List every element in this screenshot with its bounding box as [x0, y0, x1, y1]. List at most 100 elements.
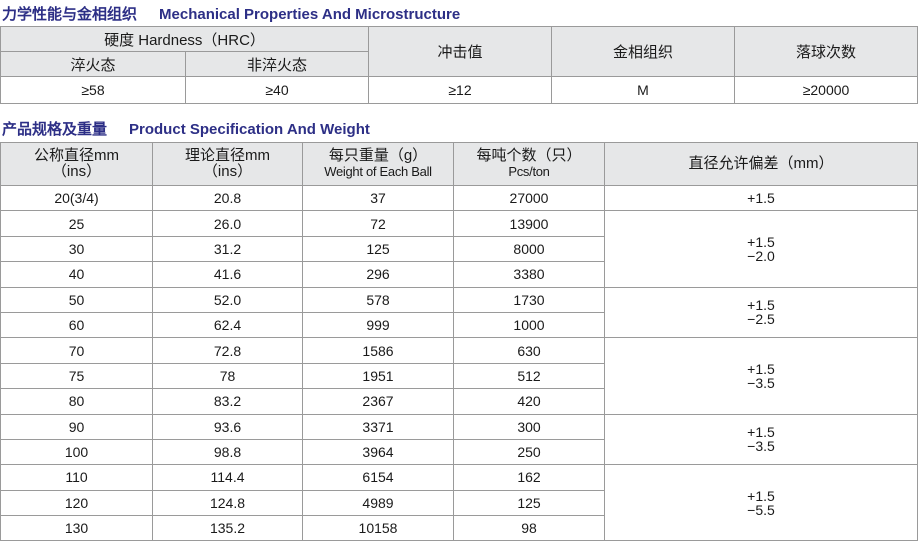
value-unquenched: ≥40	[185, 76, 369, 104]
table-row: 30 31.2 125 8000	[0, 235, 918, 263]
cell-theoretical: 31.2	[152, 235, 303, 263]
header-weight-line2: Weight of Each Ball	[324, 164, 432, 179]
cell-nominal: 20(3/4)	[0, 184, 153, 212]
header-tolerance: 直径允许偏差（mm）	[604, 142, 918, 186]
header-microstructure: 金相组织	[551, 26, 735, 77]
table-row: 70 72.8 1586 630 +1.5 −3.5	[0, 337, 918, 415]
cell-theoretical: 72.8	[152, 337, 303, 364]
cell-theoretical: 62.4	[152, 311, 303, 339]
header-nominal-diameter: 公称直径mm （ins）	[0, 142, 153, 186]
table-row: 60 62.4 999 1000	[0, 311, 918, 339]
cell-theoretical: 41.6	[152, 261, 303, 288]
cell-theoretical: 26.0	[152, 210, 303, 237]
cell-nominal: 130	[0, 515, 153, 542]
cell-weight: 10158	[302, 515, 454, 542]
cell-theoretical: 98.8	[152, 438, 303, 466]
cell-weight: 125	[302, 235, 454, 263]
header-weight-line1: 每只重量（g）	[328, 147, 428, 164]
cell-nominal: 40	[0, 261, 153, 288]
table-row: 20(3/4) 20.8 37 27000 +1.5	[0, 184, 918, 212]
table-row: 100 98.8 3964 250	[0, 438, 918, 466]
tolerance-plus: +1.5	[747, 424, 775, 441]
value-quenched: ≥58	[0, 76, 186, 104]
value-drop-count: ≥20000	[734, 76, 918, 104]
cell-pcs: 98	[453, 515, 605, 542]
cell-tolerance: +1.5 −2.0	[604, 210, 918, 288]
cell-theoretical: 135.2	[152, 515, 303, 542]
cell-weight: 3964	[302, 438, 454, 466]
cell-theoretical: 124.8	[152, 489, 303, 517]
tolerance-plus: +1.5	[747, 297, 775, 314]
cell-pcs: 1730	[453, 286, 605, 313]
mechanical-properties-table: 硬度 Hardness（HRC） 冲击值 金相组织 落球次数 淬火态 非淬火态 …	[0, 26, 918, 104]
cell-nominal: 90	[0, 413, 153, 440]
table-row: 40 41.6 296 3380	[0, 261, 918, 288]
cell-tolerance: +1.5 −5.5	[604, 464, 918, 542]
table-row: 90 93.6 3371 300 +1.5 −3.5	[0, 413, 918, 466]
cell-weight: 6154	[302, 464, 454, 491]
header-nominal-line2: （ins）	[51, 163, 102, 180]
cell-weight: 1951	[302, 362, 454, 390]
table-row: 130 135.2 10158 98	[0, 515, 918, 542]
header-hardness: 硬度 Hardness（HRC）	[0, 26, 369, 52]
cell-weight: 1586	[302, 337, 454, 364]
cell-pcs: 3380	[453, 261, 605, 288]
header-unquenched: 非淬火态	[185, 51, 369, 77]
section1-title-en: Mechanical Properties And Microstructure	[159, 6, 461, 23]
cell-theoretical: 20.8	[152, 184, 303, 212]
cell-pcs: 630	[453, 337, 605, 364]
cell-nominal: 60	[0, 311, 153, 339]
cell-theoretical: 52.0	[152, 286, 303, 313]
cell-pcs: 8000	[453, 235, 605, 263]
cell-pcs: 1000	[453, 311, 605, 339]
cell-nominal: 100	[0, 438, 153, 466]
cell-weight: 37	[302, 184, 454, 212]
header-pcs-per-ton: 每吨个数（只） Pcs/ton	[453, 142, 605, 186]
section1-title-cn: 力学性能与金相组织	[2, 6, 138, 23]
section1-title: 力学性能与金相组织 Mechanical Properties And Micro…	[2, 3, 460, 24]
cell-pcs: 420	[453, 388, 605, 415]
table-row: 25 26.0 72 13900 +1.5 −2.0	[0, 210, 918, 288]
table-row: 110 114.4 6154 162 +1.5 −5.5	[0, 464, 918, 542]
header-nominal-line1: 公称直径mm	[34, 147, 119, 164]
tolerance-plus: +1.5	[747, 233, 775, 250]
cell-pcs: 13900	[453, 210, 605, 237]
value-microstructure: M	[551, 76, 735, 104]
header-quenched: 淬火态	[0, 51, 186, 77]
header-weight: 每只重量（g） Weight of Each Ball	[302, 142, 454, 186]
tolerance-plus: +1.5	[747, 360, 775, 377]
tolerance-minus: −3.5	[747, 374, 775, 391]
value-impact: ≥12	[368, 76, 552, 104]
header-impact: 冲击值	[368, 26, 552, 77]
cell-pcs: 250	[453, 438, 605, 466]
tolerance-minus: −2.5	[747, 311, 775, 328]
header-drop-count: 落球次数	[734, 26, 918, 77]
tolerance-minus: −3.5	[747, 438, 775, 455]
header-pcs-line1: 每吨个数（只）	[476, 147, 582, 164]
cell-nominal: 75	[0, 362, 153, 390]
cell-weight: 2367	[302, 388, 454, 415]
cell-tolerance: +1.5 −3.5	[604, 413, 918, 466]
cell-pcs: 125	[453, 489, 605, 517]
table-row: 120 124.8 4989 125	[0, 489, 918, 517]
cell-theoretical: 114.4	[152, 464, 303, 491]
cell-tolerance: +1.5 −3.5	[604, 337, 918, 415]
section2-title: 产品规格及重量 Product Specification And Weight	[2, 118, 370, 139]
cell-theoretical: 83.2	[152, 388, 303, 415]
tolerance-minus: −5.5	[747, 501, 775, 518]
cell-tolerance: +1.5	[604, 184, 918, 212]
cell-pcs: 512	[453, 362, 605, 390]
cell-weight: 72	[302, 210, 454, 237]
table-row: 75 78 1951 512	[0, 362, 918, 390]
header-theoretical-line1: 理论直径mm	[185, 147, 270, 164]
cell-pcs: 27000	[453, 184, 605, 212]
tolerance-plus: +1.5	[747, 190, 775, 207]
section2-title-en: Product Specification And Weight	[129, 121, 370, 138]
cell-theoretical: 78	[152, 362, 303, 390]
cell-nominal: 25	[0, 210, 153, 237]
cell-nominal: 80	[0, 388, 153, 415]
header-theoretical-diameter: 理论直径mm （ins）	[152, 142, 303, 186]
cell-weight: 578	[302, 286, 454, 313]
header-theoretical-line2: （ins）	[202, 163, 253, 180]
cell-nominal: 50	[0, 286, 153, 313]
